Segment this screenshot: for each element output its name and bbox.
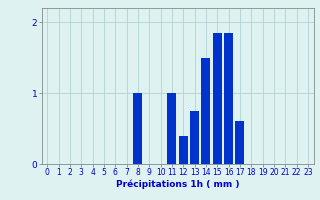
X-axis label: Précipitations 1h ( mm ): Précipitations 1h ( mm ) xyxy=(116,180,239,189)
Bar xyxy=(213,33,222,164)
Bar xyxy=(236,121,244,164)
Bar xyxy=(190,111,199,164)
Bar xyxy=(179,136,188,164)
Bar xyxy=(224,33,233,164)
Bar xyxy=(201,58,211,164)
Bar xyxy=(167,93,176,164)
Bar xyxy=(133,93,142,164)
